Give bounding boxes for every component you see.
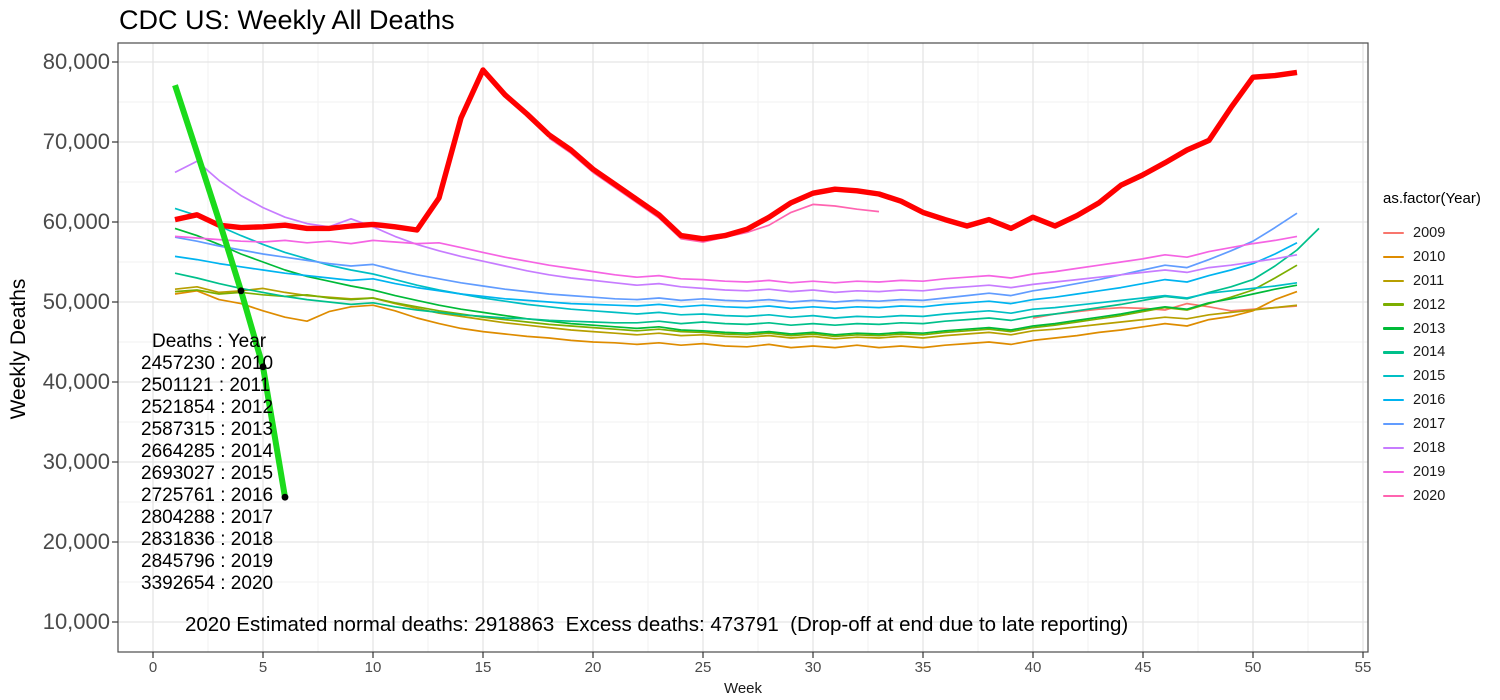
x-tick-label: 5 bbox=[258, 659, 268, 676]
legend-item-label: 2019 bbox=[1413, 463, 1446, 480]
legend-key-line bbox=[1383, 494, 1404, 497]
legend-item-2016: 2016 bbox=[1383, 388, 1481, 412]
panel-border bbox=[117, 42, 1369, 653]
legend-key-line bbox=[1383, 351, 1404, 354]
legend-key-line bbox=[1383, 470, 1404, 473]
legend-item-label: 2013 bbox=[1413, 320, 1446, 337]
series-line-2014 bbox=[174, 227, 1320, 327]
x-tick-label: 0 bbox=[148, 659, 158, 676]
x-tick-label: 50 bbox=[1244, 659, 1262, 676]
series-line-2015 bbox=[174, 207, 1298, 319]
legend-item-2014: 2014 bbox=[1383, 340, 1481, 364]
legend-key-line bbox=[1383, 399, 1404, 402]
legend-item-label: 2009 bbox=[1413, 224, 1446, 241]
legend-key-line bbox=[1383, 375, 1404, 378]
dropoff-point bbox=[281, 493, 289, 501]
legend-key-line bbox=[1383, 446, 1404, 450]
y-tick-label: 80,000 bbox=[42, 49, 110, 74]
deaths-table-row: 2725761 : 2016 bbox=[141, 485, 274, 506]
series-line-dropoff-late-reporting bbox=[172, 84, 288, 498]
y-tick-label: 20,000 bbox=[42, 529, 110, 554]
x-tick-label: 15 bbox=[474, 659, 492, 676]
legend-item-label: 2014 bbox=[1413, 344, 1446, 361]
legend-key-line bbox=[1383, 422, 1404, 426]
x-tick-label: 20 bbox=[584, 659, 602, 676]
y-tick-label: 60,000 bbox=[42, 209, 110, 234]
legend-item-2010: 2010 bbox=[1383, 245, 1481, 269]
legend-key-line bbox=[1383, 279, 1404, 282]
dropoff-point bbox=[237, 287, 245, 295]
legend-item-2015: 2015 bbox=[1383, 364, 1481, 388]
legend-item-label: 2012 bbox=[1413, 296, 1446, 313]
legend-item-label: 2016 bbox=[1413, 392, 1446, 409]
series-line-2010 bbox=[174, 289, 1298, 349]
deaths-table-row: 2845796 : 2019 bbox=[141, 551, 274, 572]
legend-item-label: 2015 bbox=[1413, 368, 1446, 385]
legend-item-2009: 2009 bbox=[1383, 221, 1481, 245]
legend-item-2011: 2011 bbox=[1383, 269, 1481, 293]
legend-item-label: 2020 bbox=[1413, 487, 1446, 504]
excess-deaths-note: 2020 Estimated normal deaths: 2918863 Ex… bbox=[185, 613, 1129, 636]
x-tick-label: 25 bbox=[694, 659, 712, 676]
y-axis-title: Weekly Deaths bbox=[7, 278, 30, 420]
legend-key-line bbox=[1383, 327, 1404, 330]
y-tick-label: 50,000 bbox=[42, 289, 110, 314]
legend-key-line bbox=[1383, 255, 1404, 258]
deaths-table-rows: 2457230 : 2010 2501121 : 2011 2521854 : 20… bbox=[141, 353, 273, 595]
deaths-table-row: 3392654 : 2020 bbox=[141, 573, 274, 594]
x-tick-label: 35 bbox=[914, 659, 932, 676]
deaths-table-header: Deaths : Year bbox=[152, 331, 267, 352]
series-line-2013 bbox=[174, 227, 1298, 336]
legend-item-label: 2010 bbox=[1413, 248, 1446, 265]
legend-key-line bbox=[1383, 231, 1404, 235]
legend-item-label: 2017 bbox=[1413, 416, 1446, 433]
legend-item-2017: 2017 bbox=[1383, 412, 1481, 436]
legend-item-2019: 2019 bbox=[1383, 460, 1481, 484]
deaths-table-row: 2831836 : 2018 bbox=[141, 529, 274, 550]
deaths-table-row: 2693027 : 2015 bbox=[141, 463, 274, 484]
deaths-table-row: 2501121 : 2011 bbox=[141, 375, 271, 396]
legend-title: as.factor(Year) bbox=[1383, 190, 1481, 207]
series-line-2020-red-highlight bbox=[174, 67, 1298, 242]
legend-item-label: 2011 bbox=[1413, 272, 1445, 289]
dropoff-point bbox=[259, 363, 267, 371]
deaths-table-row: 2521854 : 2012 bbox=[141, 397, 274, 418]
x-tick-label: 40 bbox=[1024, 659, 1042, 676]
deaths-table-row: 2587315 : 2013 bbox=[141, 419, 274, 440]
legend-item-2018: 2018 bbox=[1383, 436, 1481, 460]
deaths-table-row: 2804288 : 2017 bbox=[141, 507, 274, 528]
series-line-2012 bbox=[174, 264, 1298, 338]
deaths-table-row: 2457230 : 2010 bbox=[141, 353, 274, 374]
legend-item-2013: 2013 bbox=[1383, 317, 1481, 341]
y-tick-label: 40,000 bbox=[42, 369, 110, 394]
legend-item-2020: 2020 bbox=[1383, 484, 1481, 508]
y-tick-label: 30,000 bbox=[42, 449, 110, 474]
x-tick-label: 10 bbox=[364, 659, 382, 676]
chart-title: CDC US: Weekly All Deaths bbox=[119, 5, 455, 35]
legend-key-line bbox=[1383, 303, 1404, 306]
legend-item-label: 2018 bbox=[1413, 439, 1446, 456]
deaths-by-year-annotation: Deaths : Year 2457230 : 2010 2501121 : 20… bbox=[141, 331, 273, 595]
x-tick-label: 55 bbox=[1354, 659, 1372, 676]
series-line-2017 bbox=[174, 212, 1298, 303]
legend: as.factor(Year) 2009 2010 2011 2012 2013 2014… bbox=[1383, 190, 1481, 508]
x-axis-title: Week bbox=[723, 680, 763, 697]
y-tick-label: 70,000 bbox=[42, 129, 110, 154]
legend-items: 2009 2010 2011 2012 2013 2014 2015 2016 2017 2018… bbox=[1383, 221, 1481, 508]
deaths-table-row: 2664285 : 2014 bbox=[141, 441, 274, 462]
series-line-2019 bbox=[174, 235, 1298, 284]
y-tick-label: 10,000 bbox=[42, 609, 110, 634]
series-line-2016 bbox=[174, 242, 1298, 310]
legend-item-2012: 2012 bbox=[1383, 293, 1481, 317]
x-tick-label: 30 bbox=[804, 659, 822, 676]
x-tick-label: 45 bbox=[1134, 659, 1152, 676]
